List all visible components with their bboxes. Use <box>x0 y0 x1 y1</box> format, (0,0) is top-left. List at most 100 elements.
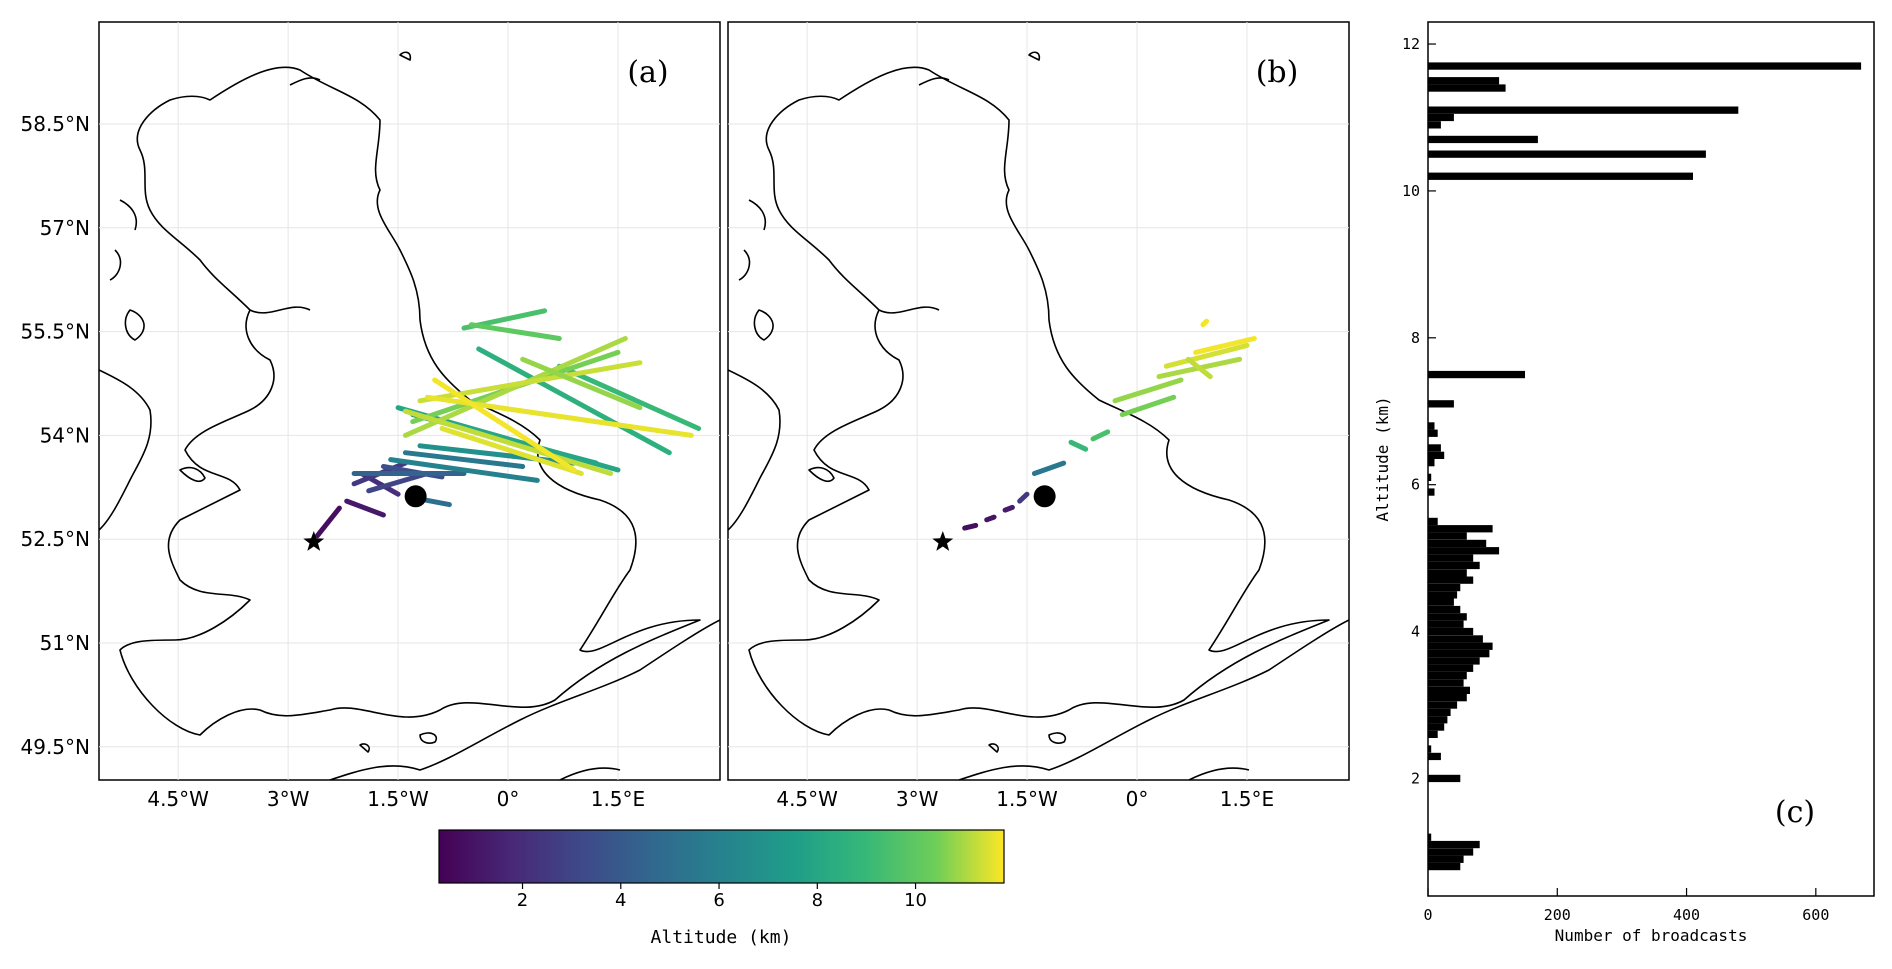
histogram-x-tick-label: 0 <box>1423 906 1432 924</box>
flight-track <box>1193 336 1257 355</box>
lat-tick-label: 55.5°N <box>21 320 91 344</box>
histogram-bar <box>1428 679 1464 687</box>
histogram-bar <box>1428 686 1470 694</box>
histogram-bar <box>1428 752 1441 761</box>
histogram-bar <box>1428 150 1706 158</box>
lon-tick-label: 1.5°E <box>591 787 645 811</box>
map-gridlines-b <box>728 22 1349 780</box>
histogram-bar <box>1428 172 1693 180</box>
histogram-x-label: Number of broadcasts <box>1555 926 1748 945</box>
histogram-bar <box>1428 635 1483 643</box>
histogram-bar <box>1428 605 1461 614</box>
histogram-bar <box>1428 532 1467 540</box>
histogram-bar <box>1428 716 1448 724</box>
histogram-bar <box>1428 672 1467 680</box>
lon-tick-label: 1.5°W <box>996 787 1058 811</box>
histogram-bar <box>1428 613 1467 621</box>
flight-track <box>962 522 979 531</box>
histogram-bar <box>1428 774 1461 783</box>
histogram-bar <box>1428 444 1441 452</box>
histogram-bar <box>1428 113 1454 122</box>
lon-tick-label: 0° <box>497 787 520 811</box>
histogram-bar <box>1428 620 1464 628</box>
lat-tick-label: 51°N <box>40 631 90 655</box>
flight-track <box>402 450 526 469</box>
histogram-y-tick-label: 4 <box>1411 623 1420 641</box>
histogram-bar <box>1428 459 1435 467</box>
flight-track <box>402 408 614 476</box>
histogram-bar <box>1428 569 1467 577</box>
lon-tick-label: 0° <box>1126 787 1149 811</box>
histogram-bar <box>1428 517 1438 526</box>
lon-tick-label: 3°W <box>896 787 939 811</box>
histogram-bar <box>1428 77 1500 85</box>
flight-track <box>1017 491 1030 504</box>
lon-tick-label: 1.5°E <box>1220 787 1274 811</box>
histogram-panel-c: 2 4 6 8 10 12 0 200 400 600 Number of broadcasts… <box>1373 21 1875 945</box>
colorbar-tick-label: 8 <box>812 890 823 911</box>
histogram-bar <box>1428 370 1525 379</box>
lat-tick-labels: 58.5°N 57°N 55.5°N 54°N 52.5°N 51°N 49.5°N <box>21 112 91 759</box>
panel-label-c: (c) <box>1775 795 1815 830</box>
histogram-y-tick-label: 8 <box>1411 329 1420 347</box>
lon-tick-labels-b: 4.5°W 3°W 1.5°W 0° 1.5°E <box>776 787 1274 811</box>
circle-marker <box>404 485 427 508</box>
histogram-bar <box>1428 701 1458 709</box>
histogram-bar <box>1428 855 1464 863</box>
markers-b <box>932 485 1056 551</box>
lat-tick-label: 49.5°N <box>21 735 91 759</box>
lat-tick-label: 52.5°N <box>21 527 91 551</box>
lon-tick-labels-a: 4.5°W 3°W 1.5°W 0° 1.5°E <box>147 787 645 811</box>
histogram-bar <box>1428 561 1480 570</box>
histogram-x-tick-label: 600 <box>1802 906 1829 924</box>
histogram-bar <box>1428 488 1435 496</box>
lat-tick-label: 58.5°N <box>21 112 91 136</box>
flight-track <box>1119 394 1177 418</box>
histogram-bar <box>1428 135 1538 144</box>
colorbar-tick-label: 4 <box>615 890 626 911</box>
flight-track <box>417 443 577 466</box>
flight-track <box>1185 356 1213 380</box>
colorbar-tick-label: 10 <box>904 890 927 911</box>
histogram-bar <box>1428 694 1467 702</box>
circle-marker <box>1033 485 1056 508</box>
flight-track <box>556 363 702 431</box>
flight-tracks-a <box>314 308 702 539</box>
flight-track <box>314 505 342 539</box>
histogram-bar <box>1428 121 1441 129</box>
flight-track <box>366 471 430 494</box>
histogram-bar <box>1428 642 1493 650</box>
histogram-bar <box>1428 833 1432 841</box>
markers-a <box>303 485 427 551</box>
histogram-bar <box>1428 848 1474 856</box>
histogram-bars <box>1428 62 1862 871</box>
flight-track <box>388 457 540 483</box>
lon-tick-label: 1.5°W <box>367 787 429 811</box>
star-marker <box>932 531 954 551</box>
colorbar-ticks: 2 4 6 8 10 <box>517 883 927 911</box>
histogram-bar <box>1428 429 1438 437</box>
histogram-bar <box>1428 62 1862 70</box>
panel-label-b: (b) <box>1256 55 1299 90</box>
histogram-y-tick-label: 6 <box>1411 476 1420 494</box>
histogram-bar <box>1428 650 1490 658</box>
histogram-bar <box>1428 539 1487 548</box>
lat-tick-label: 54°N <box>40 423 90 447</box>
histogram-bar <box>1428 400 1454 408</box>
histogram-x-tick-label: 200 <box>1544 906 1571 924</box>
histogram-bar <box>1428 730 1438 738</box>
histogram-bar <box>1428 840 1480 849</box>
flight-track <box>432 377 577 473</box>
lon-tick-label: 4.5°W <box>147 787 209 811</box>
colorbar: 2 4 6 8 10 Altitude (km) <box>438 829 1005 948</box>
histogram-bar <box>1428 547 1500 555</box>
flight-track <box>1031 460 1067 476</box>
flight-track <box>1002 504 1015 513</box>
histogram-bar <box>1428 598 1454 606</box>
histogram-bar <box>1428 627 1474 636</box>
histogram-bar <box>1428 473 1432 481</box>
colorbar-tick-label: 2 <box>517 890 528 911</box>
histogram-y-tick-label: 2 <box>1411 769 1420 787</box>
histogram-x-tick-label: 400 <box>1673 906 1700 924</box>
